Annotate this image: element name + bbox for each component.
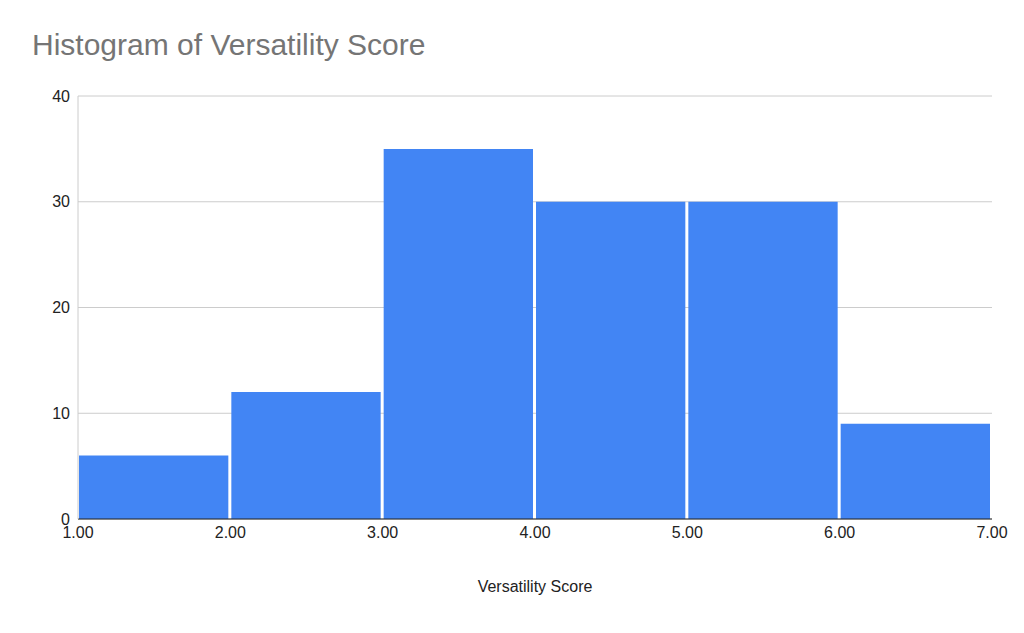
html-text:Histogram of Versatility Score: Histogram of Versatility Score bbox=[32, 28, 426, 61]
svg-text:0: 0 bbox=[61, 511, 70, 528]
svg-text:Versatility Score: Versatility Score bbox=[478, 578, 593, 595]
svg-text:40: 40 bbox=[52, 88, 70, 105]
svg-text:7.00: 7.00 bbox=[976, 524, 1007, 541]
svg-text:5.00: 5.00 bbox=[672, 524, 703, 541]
svg-text:2.00: 2.00 bbox=[215, 524, 246, 541]
svg-text:6.00: 6.00 bbox=[824, 524, 855, 541]
svg-text:1.00: 1.00 bbox=[62, 524, 94, 542]
svg-text:10: 10 bbox=[52, 405, 70, 422]
svg-text:4.00: 4.00 bbox=[519, 524, 550, 541]
svg-text:3.00: 3.00 bbox=[367, 524, 398, 541]
svg-text:30: 30 bbox=[52, 193, 70, 210]
svg-text:20: 20 bbox=[52, 299, 70, 316]
